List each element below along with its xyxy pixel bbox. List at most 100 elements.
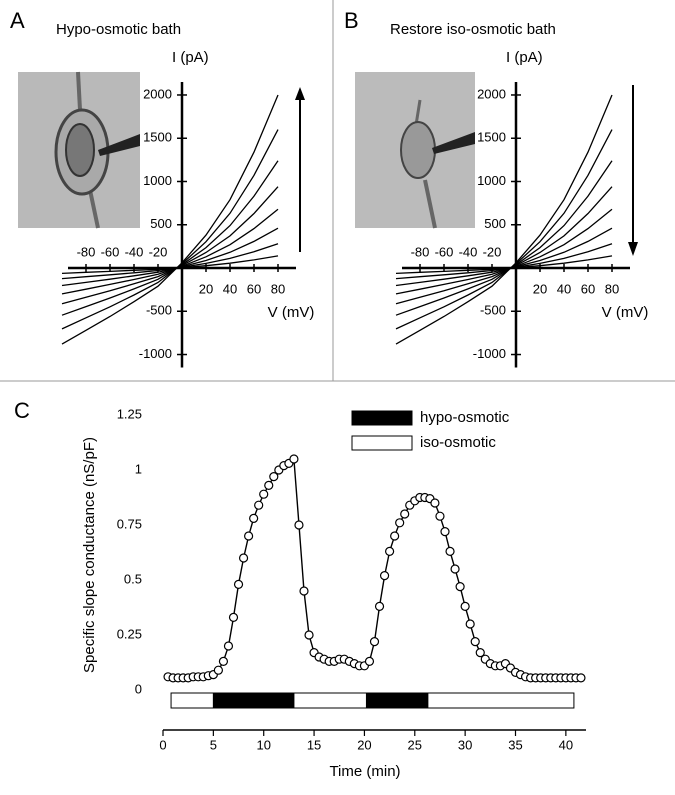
y-tick-label: -500 — [480, 303, 506, 318]
marker — [374, 601, 385, 612]
x-tick-label: 35 — [508, 737, 522, 752]
x-tick-label: 40 — [557, 281, 571, 296]
marker — [244, 531, 254, 541]
x-tick-label: 30 — [458, 737, 472, 752]
marker — [470, 636, 480, 647]
y-tick-label: 500 — [484, 216, 506, 231]
x-axis-label: Time (min) — [329, 763, 400, 780]
x-tick-label: -60 — [435, 244, 454, 259]
y-tick-label: 0.5 — [124, 571, 142, 586]
marker — [445, 546, 455, 557]
marker — [238, 553, 249, 563]
chart-title: Hypo-osmotic bath — [56, 21, 181, 38]
marker — [576, 673, 586, 683]
x-tick-label: 60 — [581, 281, 595, 296]
x-tick-label: 40 — [223, 281, 237, 296]
marker — [395, 518, 405, 528]
iv-curve — [61, 160, 279, 316]
panel-label: A — [10, 8, 25, 33]
marker — [465, 619, 475, 629]
iv-curve — [61, 186, 279, 305]
marker — [385, 546, 395, 557]
x-tick-label: 80 — [605, 281, 619, 296]
y-tick-label: -500 — [146, 303, 172, 318]
x-axis-label: V (mV) — [602, 304, 649, 321]
marker — [299, 586, 309, 596]
marker — [379, 570, 390, 581]
marker — [450, 564, 460, 574]
y-tick-label: 1500 — [477, 130, 506, 145]
y-tick-label: -1000 — [473, 346, 506, 361]
y-tick-label: 2000 — [143, 86, 172, 101]
marker — [254, 500, 264, 510]
marker — [304, 630, 314, 640]
y-tick-label: -1000 — [139, 346, 172, 361]
x-tick-label: 5 — [210, 737, 217, 752]
x-tick-label: -20 — [149, 244, 168, 259]
marker — [294, 520, 304, 530]
cell-image — [18, 71, 140, 229]
marker — [289, 454, 299, 464]
y-tick-label: 1000 — [143, 173, 172, 188]
arrow — [295, 87, 305, 252]
legend-label: hypo-osmotic — [420, 409, 510, 426]
panel-label: C — [14, 398, 30, 423]
y-tick-label: 1.25 — [117, 406, 142, 421]
y-tick-label: 0 — [135, 681, 142, 696]
bath-span — [212, 692, 295, 709]
marker — [364, 656, 375, 667]
iv-curve — [395, 208, 613, 295]
y-tick-label: 1500 — [143, 130, 172, 145]
y-tick-label: 0.75 — [117, 516, 142, 531]
marker — [390, 531, 400, 541]
iv-curve — [395, 129, 613, 330]
iv-curve — [61, 208, 279, 295]
y-tick-label: 1 — [135, 461, 142, 476]
marker — [435, 511, 445, 521]
marker — [440, 526, 450, 537]
marker — [223, 641, 234, 651]
x-tick-label: -80 — [411, 244, 430, 259]
x-tick-label: 20 — [357, 737, 371, 752]
marker — [264, 480, 274, 490]
iv-curve — [61, 129, 279, 330]
x-tick-label: 15 — [307, 737, 321, 752]
marker — [269, 472, 279, 482]
y-axis-label: I (pA) — [172, 49, 209, 66]
marker — [259, 489, 269, 499]
cell-image — [355, 72, 475, 229]
y-tick-label: 2000 — [477, 86, 506, 101]
y-tick-label: 500 — [150, 216, 172, 231]
x-tick-label: -40 — [459, 244, 478, 259]
marker — [475, 647, 485, 658]
marker — [400, 509, 410, 519]
marker — [228, 612, 239, 623]
marker — [233, 579, 244, 590]
y-axis-label: Specific slope conductance (nS/pF) — [81, 437, 98, 673]
x-tick-label: 20 — [533, 281, 547, 296]
panel-label: B — [344, 8, 359, 33]
legend-label: iso-osmotic — [420, 434, 496, 451]
y-tick-label: 0.25 — [117, 626, 142, 641]
marker — [455, 581, 465, 592]
x-tick-label: 60 — [247, 281, 261, 296]
legend-swatch — [351, 435, 413, 451]
iv-curve — [395, 186, 613, 305]
legend-swatch — [351, 410, 413, 426]
marker — [430, 498, 440, 508]
x-tick-label: 80 — [271, 281, 285, 296]
x-tick-label: 10 — [256, 737, 270, 752]
x-tick-label: 20 — [199, 281, 213, 296]
y-axis-label: I (pA) — [506, 49, 543, 66]
x-tick-label: -80 — [77, 244, 96, 259]
x-tick-label: 0 — [159, 737, 166, 752]
marker — [460, 601, 470, 612]
bath-span — [365, 692, 429, 709]
x-tick-label: 40 — [559, 737, 573, 752]
iv-curve — [395, 160, 613, 316]
marker — [369, 636, 380, 647]
x-tick-label: -40 — [125, 244, 144, 259]
x-tick-label: -20 — [483, 244, 502, 259]
chart-title: Restore iso-osmotic bath — [390, 21, 556, 38]
